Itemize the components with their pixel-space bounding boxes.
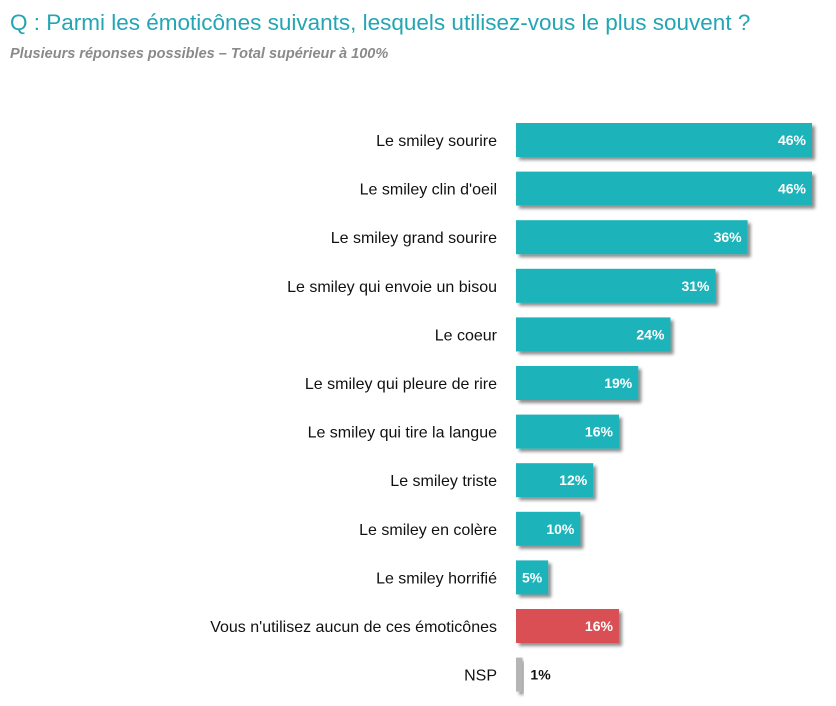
bar xyxy=(516,268,716,303)
bar xyxy=(516,560,549,595)
bar xyxy=(516,171,812,206)
category-label: Le coeur xyxy=(435,327,498,344)
bar xyxy=(516,123,812,157)
data-label: 46% xyxy=(778,181,807,197)
bar xyxy=(516,220,748,255)
data-label: 10% xyxy=(546,521,575,537)
category-label: Le smiley sourire xyxy=(376,133,497,150)
bar xyxy=(516,609,619,643)
bar xyxy=(516,414,619,449)
data-label: 19% xyxy=(604,375,633,391)
category-label: Le smiley qui pleure de rire xyxy=(305,376,497,393)
data-label: 46% xyxy=(778,132,807,148)
bar xyxy=(516,317,671,352)
chart-title: Q : Parmi les émoticônes suivants, lesqu… xyxy=(10,10,751,35)
category-label: Le smiley grand sourire xyxy=(331,230,497,247)
chart-header: Q : Parmi les émoticônes suivants, lesqu… xyxy=(10,8,830,64)
data-label: 5% xyxy=(522,569,543,585)
data-label: 12% xyxy=(559,472,588,488)
data-label: 16% xyxy=(585,424,614,440)
category-label: Le smiley triste xyxy=(390,473,497,490)
category-label: Le smiley qui envoie un bisou xyxy=(287,279,497,296)
chart-subtitle: Plusieurs réponses possibles – Total sup… xyxy=(10,46,389,62)
category-label: NSP xyxy=(464,668,497,685)
data-label: 1% xyxy=(530,667,551,683)
bar xyxy=(516,366,639,400)
category-label: Vous n'utilisez aucun de ces émoticônes xyxy=(210,619,497,636)
data-label: 31% xyxy=(681,278,710,294)
category-label: Le smiley horrifié xyxy=(376,570,497,587)
bars-layer: Le smiley sourire 46% Le smiley clin d'oei… xyxy=(210,123,812,692)
bar xyxy=(516,657,523,692)
bar xyxy=(516,463,594,498)
category-label: Le smiley qui tire la langue xyxy=(308,425,498,442)
data-label: 36% xyxy=(714,229,743,245)
bar xyxy=(516,511,581,546)
data-label: 24% xyxy=(636,326,665,342)
data-label: 16% xyxy=(585,618,614,634)
category-label: Le smiley clin d'oeil xyxy=(360,182,497,199)
category-label: Le smiley en colère xyxy=(359,522,497,539)
